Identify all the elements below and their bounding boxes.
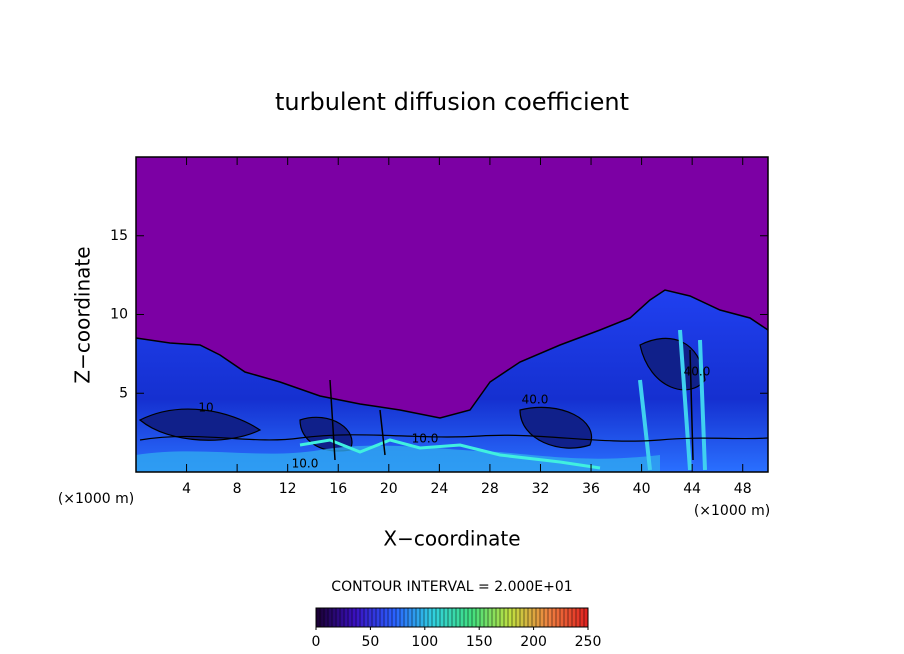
x-tick-label: 20 [380, 481, 398, 497]
y-axis-label: Z−coordinate [71, 246, 95, 383]
x-tick-label: 44 [683, 481, 701, 497]
colorbar-tick-label: 50 [361, 634, 379, 650]
chart-title: turbulent diffusion coefficient [275, 88, 629, 116]
y-tick-label: 15 [110, 228, 128, 244]
x-tick-label: 32 [532, 481, 550, 497]
x-tick-label: 24 [430, 481, 448, 497]
contour-interval: CONTOUR INTERVAL = 2.000E+01 [331, 579, 572, 595]
x-tick-label: 8 [233, 481, 242, 497]
x-tick-label: 12 [279, 481, 297, 497]
y-tick-label: 10 [110, 307, 128, 323]
x-tick-label: 28 [481, 481, 499, 497]
contour-label: 10.0 [412, 432, 439, 446]
contour-label: 40.0 [522, 393, 549, 407]
x-unit-label: (×1000 m) [694, 503, 770, 519]
colorbar-tick-label: 200 [520, 634, 547, 650]
x-tick-label: 16 [329, 481, 347, 497]
x-axis-label: X−coordinate [383, 527, 520, 551]
colorbar-tick-label: 100 [411, 634, 438, 650]
y-tick-label: 5 [119, 385, 128, 401]
contour-field [136, 157, 768, 472]
x-tick-label: 4 [182, 481, 191, 497]
x-tick-label: 48 [734, 481, 752, 497]
x-tick-label: 40 [633, 481, 651, 497]
colorbar-tick-label: 0 [312, 634, 321, 650]
colorbar-tick-label: 250 [575, 634, 602, 650]
x-tick-label: 36 [582, 481, 600, 497]
y-unit-label: (×1000 m) [58, 491, 134, 507]
contour-label: 40.0 [684, 365, 711, 379]
contour-label: 10 [198, 401, 213, 415]
colorbar-frame [315, 607, 589, 628]
contour-label: 10.0 [292, 457, 319, 471]
colorbar-tick-label: 150 [466, 634, 493, 650]
